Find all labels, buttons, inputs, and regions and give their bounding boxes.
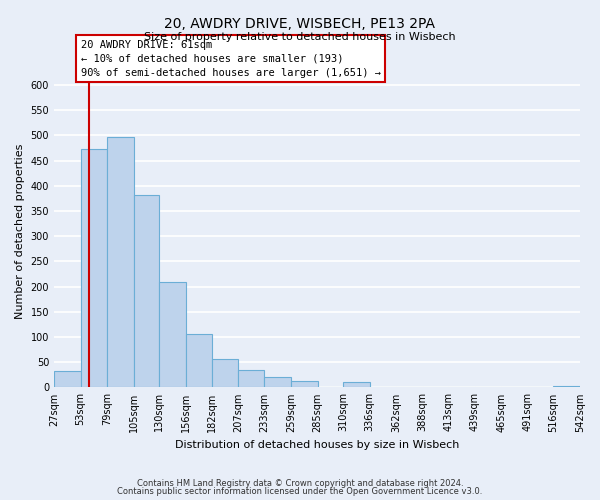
- Text: 20, AWDRY DRIVE, WISBECH, PE13 2PA: 20, AWDRY DRIVE, WISBECH, PE13 2PA: [164, 18, 436, 32]
- Y-axis label: Number of detached properties: Number of detached properties: [15, 144, 25, 319]
- Text: Contains HM Land Registry data © Crown copyright and database right 2024.: Contains HM Land Registry data © Crown c…: [137, 478, 463, 488]
- Text: Size of property relative to detached houses in Wisbech: Size of property relative to detached ho…: [144, 32, 456, 42]
- Bar: [291, 382, 317, 388]
- Bar: [553, 386, 580, 388]
- Text: 20 AWDRY DRIVE: 61sqm
← 10% of detached houses are smaller (193)
90% of semi-det: 20 AWDRY DRIVE: 61sqm ← 10% of detached …: [80, 40, 380, 78]
- Bar: [134, 196, 159, 388]
- Bar: [186, 334, 212, 388]
- Bar: [238, 370, 265, 388]
- Bar: [343, 382, 370, 388]
- Bar: [80, 149, 107, 388]
- Bar: [54, 372, 80, 388]
- Bar: [212, 358, 238, 388]
- Bar: [159, 282, 186, 388]
- Text: Contains public sector information licensed under the Open Government Licence v3: Contains public sector information licen…: [118, 487, 482, 496]
- X-axis label: Distribution of detached houses by size in Wisbech: Distribution of detached houses by size …: [175, 440, 459, 450]
- Bar: [265, 377, 291, 388]
- Bar: [107, 137, 134, 388]
